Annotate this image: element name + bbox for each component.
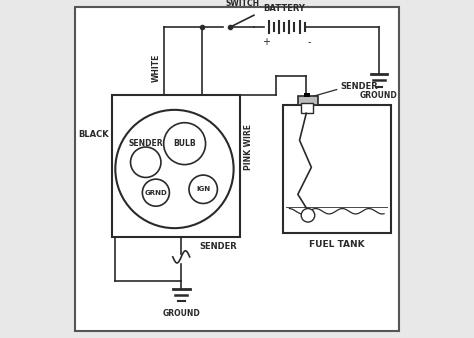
Text: BATTERY: BATTERY	[264, 4, 305, 13]
Text: BLACK: BLACK	[78, 130, 109, 139]
Text: PINK WIRE: PINK WIRE	[244, 124, 253, 170]
Text: FUEL TANK: FUEL TANK	[309, 240, 365, 249]
Circle shape	[115, 110, 234, 228]
Bar	[301, 103, 313, 113]
Circle shape	[142, 179, 169, 206]
Text: GROUND: GROUND	[360, 91, 398, 100]
Bar	[303, 93, 310, 97]
Text: SENDER: SENDER	[340, 82, 378, 91]
Text: IGN: IGN	[196, 186, 210, 192]
Text: WHITE: WHITE	[151, 53, 160, 82]
Text: GRND: GRND	[145, 190, 167, 196]
Text: SENDER: SENDER	[129, 139, 164, 148]
Bar	[112, 95, 240, 237]
Circle shape	[301, 209, 315, 222]
Circle shape	[130, 147, 161, 177]
Circle shape	[189, 175, 218, 203]
Text: +: +	[262, 37, 270, 47]
Text: -: -	[308, 37, 311, 47]
Bar	[283, 105, 391, 233]
Text: SENDER: SENDER	[199, 242, 237, 251]
Circle shape	[164, 123, 206, 165]
Text: BULB: BULB	[173, 139, 196, 148]
Text: GROUND: GROUND	[163, 309, 200, 318]
Bar	[298, 96, 318, 105]
Text: IGNITION
SWITCH: IGNITION SWITCH	[222, 0, 262, 8]
